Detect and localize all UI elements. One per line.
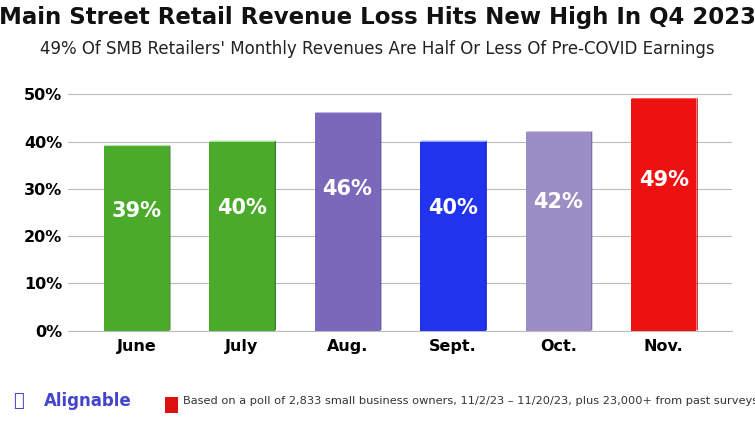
Polygon shape <box>209 142 275 331</box>
Polygon shape <box>103 146 169 331</box>
Polygon shape <box>525 132 591 331</box>
Polygon shape <box>275 141 276 331</box>
Text: Ⓢ: Ⓢ <box>14 392 24 410</box>
Text: 40%: 40% <box>428 198 478 218</box>
Polygon shape <box>421 141 487 142</box>
Text: 46%: 46% <box>322 179 372 199</box>
Text: 42%: 42% <box>533 192 584 212</box>
Polygon shape <box>380 112 381 331</box>
Polygon shape <box>631 99 697 331</box>
Text: 49% Of SMB Retailers' Monthly Revenues Are Half Or Less Of Pre-COVID Earnings: 49% Of SMB Retailers' Monthly Revenues A… <box>40 40 715 58</box>
Text: Alignable: Alignable <box>44 392 131 410</box>
Polygon shape <box>485 141 487 331</box>
Text: Main Street Retail Revenue Loss Hits New High In Q4 2023: Main Street Retail Revenue Loss Hits New… <box>0 6 755 29</box>
Text: Based on a poll of 2,833 small business owners, 11/2/23 – 11/20/23, plus 23,000+: Based on a poll of 2,833 small business … <box>183 396 755 406</box>
Polygon shape <box>315 113 380 331</box>
Text: 40%: 40% <box>217 198 267 218</box>
Polygon shape <box>525 131 593 132</box>
Polygon shape <box>631 98 698 99</box>
Polygon shape <box>169 145 171 331</box>
Polygon shape <box>591 131 593 331</box>
Text: 49%: 49% <box>639 170 689 190</box>
Polygon shape <box>209 141 276 142</box>
Polygon shape <box>103 145 171 146</box>
Polygon shape <box>421 142 485 331</box>
Polygon shape <box>315 112 381 113</box>
Polygon shape <box>697 98 698 331</box>
Text: 39%: 39% <box>112 201 162 221</box>
